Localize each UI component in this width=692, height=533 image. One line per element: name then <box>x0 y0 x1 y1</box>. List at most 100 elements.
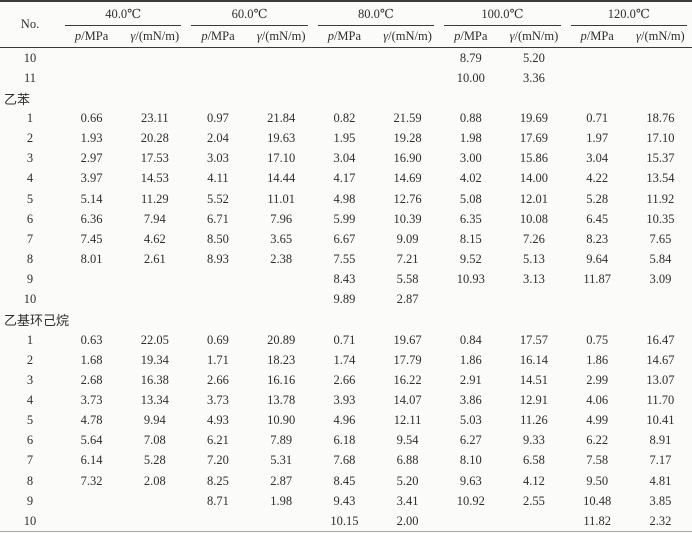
tension-value: 19.63 <box>267 131 296 146</box>
pressure-value: 3.04 <box>586 151 609 166</box>
quantity-unit: /MPa <box>586 29 614 43</box>
pressure-value: 4.93 <box>207 413 229 428</box>
tension-value: 7.96 <box>270 211 293 226</box>
tension-value: 5.28 <box>143 453 166 468</box>
tension-value: 14.69 <box>393 171 422 186</box>
pressure-value: 7.32 <box>80 473 103 488</box>
quantity-unit: /MPa <box>333 29 362 43</box>
tension-value: 3.65 <box>270 231 293 246</box>
pressure-value: 4.17 <box>333 171 356 186</box>
table-row: 4 3.73 13.34 3.73 13.78 3.93 14.07 3.86 12.91 4.0… <box>0 390 692 410</box>
pressure-value: 8.01 <box>80 251 103 266</box>
tension-value: 11.01 <box>267 191 296 206</box>
quantity-unit: /(mN/m) <box>388 29 432 43</box>
tension-value: 17.10 <box>646 131 675 146</box>
tension-value <box>250 68 313 88</box>
quantity-symbol: γ <box>130 29 136 43</box>
row-number: 9 <box>26 493 34 508</box>
tension-value: 22.05 <box>140 332 169 347</box>
pressure-column-header: p/MPa <box>312 26 376 48</box>
tension-value: 12.76 <box>393 191 422 206</box>
quantity-symbol: p <box>201 29 208 43</box>
pressure-value: 3.93 <box>333 392 356 407</box>
tension-value: 14.51 <box>519 372 549 387</box>
pressure-value: 5.52 <box>207 191 229 206</box>
pressure-value: 6.14 <box>80 453 103 468</box>
table-row: 2 1.68 19.34 1.71 18.23 1.74 17.79 1.86 16.14 1.8… <box>0 350 692 370</box>
tension-value: 15.37 <box>646 151 675 166</box>
tension-value <box>502 511 565 532</box>
tension-value: 5.20 <box>396 473 419 488</box>
quantity-symbol: γ <box>383 29 389 43</box>
pressure-value: 1.97 <box>586 131 609 146</box>
tension-value: 9.09 <box>396 231 419 246</box>
tension-value: 2.87 <box>270 473 293 488</box>
temperature-label: 80.0℃ <box>317 3 435 26</box>
tension-value: 5.31 <box>270 453 293 468</box>
tension-value: 17.79 <box>393 352 422 367</box>
pressure-value: 9.63 <box>459 473 482 488</box>
tension-value: 6.58 <box>523 453 545 468</box>
pressure-value: 3.73 <box>80 392 103 407</box>
tension-value: 5.13 <box>523 251 545 266</box>
row-number: 3 <box>26 372 34 387</box>
quantity-unit: /(mN/m) <box>261 29 306 43</box>
table-row: 5 4.78 9.94 4.93 10.90 4.96 12.11 5.03 11.26 4.99… <box>0 411 692 431</box>
tension-value: 3.13 <box>523 272 545 287</box>
tension-value: 20.28 <box>140 131 169 146</box>
quantity-unit: /(mN/m) <box>135 29 180 43</box>
section-label: 乙基环己烷 <box>4 313 70 329</box>
pressure-column-header: p/MPa <box>186 26 250 48</box>
pressure-value: 6.18 <box>333 433 356 448</box>
tension-value: 2.08 <box>143 473 166 488</box>
temperature-header: 40.0℃ <box>60 1 186 26</box>
pressure-value: 9.52 <box>459 251 482 266</box>
pressure-value <box>60 290 123 310</box>
tension-value: 14.53 <box>140 171 169 186</box>
temperature-header: 120.0℃ <box>566 1 692 26</box>
tension-value: 7.17 <box>649 453 672 468</box>
tension-value: 7.26 <box>523 231 545 246</box>
tension-value <box>250 511 313 532</box>
tension-value: 6.88 <box>396 453 419 468</box>
tension-column-header: γ/(mN/m) <box>123 26 187 48</box>
quantity-symbol: γ <box>509 29 515 43</box>
pressure-value: 1.95 <box>333 131 356 146</box>
tension-value: 10.35 <box>646 211 675 226</box>
tension-value: 11.70 <box>646 392 675 407</box>
pressure-value: 4.11 <box>207 171 229 186</box>
tension-value: 8.91 <box>649 433 672 448</box>
tension-value <box>123 491 186 511</box>
tension-value: 3.85 <box>649 493 672 508</box>
pressure-value: 6.71 <box>207 211 229 226</box>
pressure-value: 4.02 <box>459 171 482 186</box>
temperature-header: 100.0℃ <box>439 1 565 26</box>
tension-value: 16.16 <box>267 372 296 387</box>
pressure-value: 3.86 <box>459 392 482 407</box>
table-row: 2 1.93 20.28 2.04 19.63 1.95 19.28 1.98 17.69 1.9… <box>0 129 692 149</box>
row-number: 2 <box>26 352 34 367</box>
row-number: 5 <box>26 191 34 206</box>
tension-value <box>250 48 313 69</box>
tension-value: 19.67 <box>393 332 422 347</box>
pressure-value <box>186 48 249 69</box>
tension-value: 7.65 <box>649 231 672 246</box>
tension-value: 19.28 <box>393 131 422 146</box>
tension-value: 13.54 <box>646 171 675 186</box>
row-number: 8 <box>26 251 34 266</box>
temperature-header: 60.0℃ <box>186 1 312 26</box>
tension-value: 3.41 <box>396 493 419 508</box>
pressure-value: 1.71 <box>207 352 229 367</box>
pressure-value: 4.22 <box>586 171 609 186</box>
tension-value <box>376 48 439 69</box>
tension-value: 2.00 <box>396 513 419 528</box>
pressure-value <box>60 48 123 69</box>
tension-value: 16.22 <box>393 372 422 387</box>
quantity-symbol: p <box>327 29 334 43</box>
table-row: 10 10.15 2.00 11.82 2.32 <box>0 511 692 532</box>
tension-value: 2.87 <box>396 292 419 307</box>
table-row: 9 8.43 5.58 10.93 3.13 11.87 3.09 <box>0 270 692 290</box>
pressure-value: 0.75 <box>586 332 609 347</box>
row-number: 1 <box>26 332 34 347</box>
